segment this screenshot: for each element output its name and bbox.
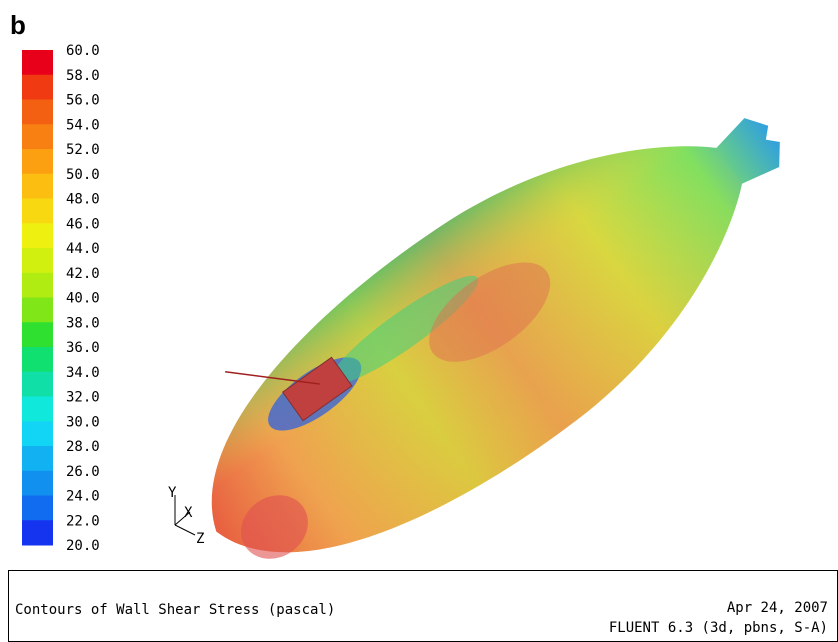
colorbar-swatch [22,322,53,347]
colorbar-label: 48.0 [66,192,100,208]
colorbar-label: 58.0 [66,68,100,84]
colorbar-label: 44.0 [66,241,100,257]
colorbar-label: 38.0 [66,315,100,331]
colorbar-swatch [22,149,53,174]
colorbar-label: 54.0 [66,117,100,133]
colorbar-swatch [22,520,53,545]
colorbar-swatch [22,248,53,273]
colorbar-swatch [22,273,53,298]
colorbar-label: 20.0 [66,538,100,554]
colorbar-swatch [22,50,53,75]
colorbar-label: 50.0 [66,167,100,183]
colorbar-swatch [22,471,53,496]
colorbar-label: 46.0 [66,216,100,232]
colorbar-label: 56.0 [66,93,100,109]
colorbar-label: 34.0 [66,365,100,381]
solver: FLUENT 6.3 (3d, pbns, S-A) [609,620,828,636]
axis-label: X [184,505,193,521]
colorbar-label: 22.0 [66,513,100,529]
axis-label: Y [168,485,177,501]
colorbar-label: 32.0 [66,390,100,406]
colorbar-swatch [22,124,53,149]
colorbar-swatch [22,223,53,248]
colorbar-swatch [22,397,53,422]
colorbar-label: 52.0 [66,142,100,158]
colorbar-swatch [22,174,53,199]
colorbar-swatch [22,100,53,125]
colorbar-label: 24.0 [66,489,100,505]
body-render [144,32,838,628]
colorbar-swatch [22,372,53,397]
colorbar-label: 40.0 [66,291,100,307]
colorbar: 60.0 58.0 56.0 54.0 52.0 50.0 48.0 46.0 44.0 42.0… [22,43,100,554]
colorbar-swatch [22,347,53,372]
date: Apr 24, 2007 [727,600,828,616]
colorbar-swatch [22,421,53,446]
figure: b 60.0 58.0 56.0 54.0 52.0 50.0 48.0 46.0 44.0 42… [0,0,838,642]
axis-label: Z [196,531,204,547]
colorbar-label: 26.0 [66,464,100,480]
colorbar-label: 42.0 [66,266,100,282]
colorbar-swatch [22,199,53,224]
colorbar-label: 28.0 [66,439,100,455]
colorbar-swatch [22,496,53,521]
colorbar-swatch [22,298,53,323]
caption: Contours of Wall Shear Stress (pascal) [15,602,335,618]
colorbar-swatch [22,446,53,471]
panel-label: b [10,10,26,40]
colorbar-label: 30.0 [66,414,100,430]
colorbar-label: 60.0 [66,43,100,59]
colorbar-swatch [22,75,53,100]
colorbar-label: 36.0 [66,340,100,356]
page: b 60.0 58.0 56.0 54.0 52.0 50.0 48.0 46.0 44.0 42… [0,0,838,642]
